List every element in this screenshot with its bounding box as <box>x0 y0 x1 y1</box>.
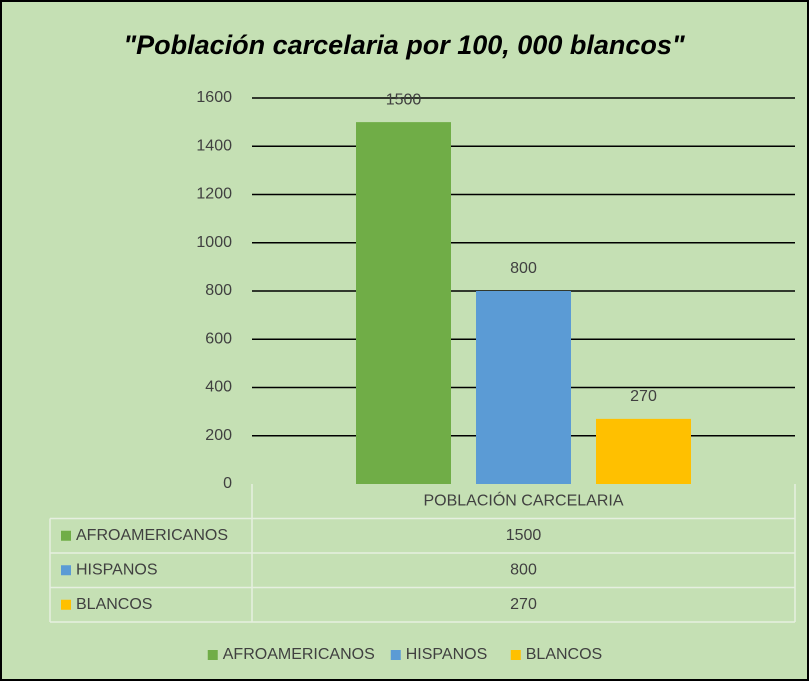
legend-label: HISPANOS <box>406 646 488 663</box>
bar <box>596 418 691 484</box>
table-value: 270 <box>510 596 537 613</box>
table-series-name: HISPANOS <box>76 561 158 578</box>
data-label: 1500 <box>386 91 422 108</box>
legend-key <box>390 650 401 660</box>
data-label: 800 <box>510 260 537 277</box>
y-tick-label: 1600 <box>196 89 232 106</box>
legend-label: AFROAMERICANOS <box>223 646 375 663</box>
data-label: 270 <box>630 388 657 405</box>
bar <box>476 291 571 484</box>
y-tick-label: 0 <box>223 475 232 492</box>
table-legend-key <box>61 599 71 610</box>
table-series-name: AFROAMERICANOS <box>76 527 228 544</box>
table-header: POBLACIÓN CARCELARIA <box>423 490 623 509</box>
legend-key <box>510 650 521 660</box>
table-value: 1500 <box>506 527 542 544</box>
y-tick-label: 1200 <box>196 186 232 203</box>
chart-title: "Población carcelaria por 100, 000 blanc… <box>123 30 686 60</box>
bar <box>356 122 451 484</box>
table-value: 800 <box>510 561 537 578</box>
table-legend-key <box>61 565 71 576</box>
y-tick-label: 400 <box>205 379 232 396</box>
y-tick-label: 200 <box>205 427 232 444</box>
y-tick-label: 1000 <box>196 234 232 251</box>
table-series-name: BLANCOS <box>76 596 152 613</box>
legend-label: BLANCOS <box>526 646 602 663</box>
y-tick-label: 1400 <box>196 137 232 154</box>
y-tick-label: 600 <box>205 330 232 347</box>
y-tick-label: 800 <box>205 282 232 299</box>
table-legend-key <box>61 530 71 541</box>
legend-key <box>207 650 218 660</box>
